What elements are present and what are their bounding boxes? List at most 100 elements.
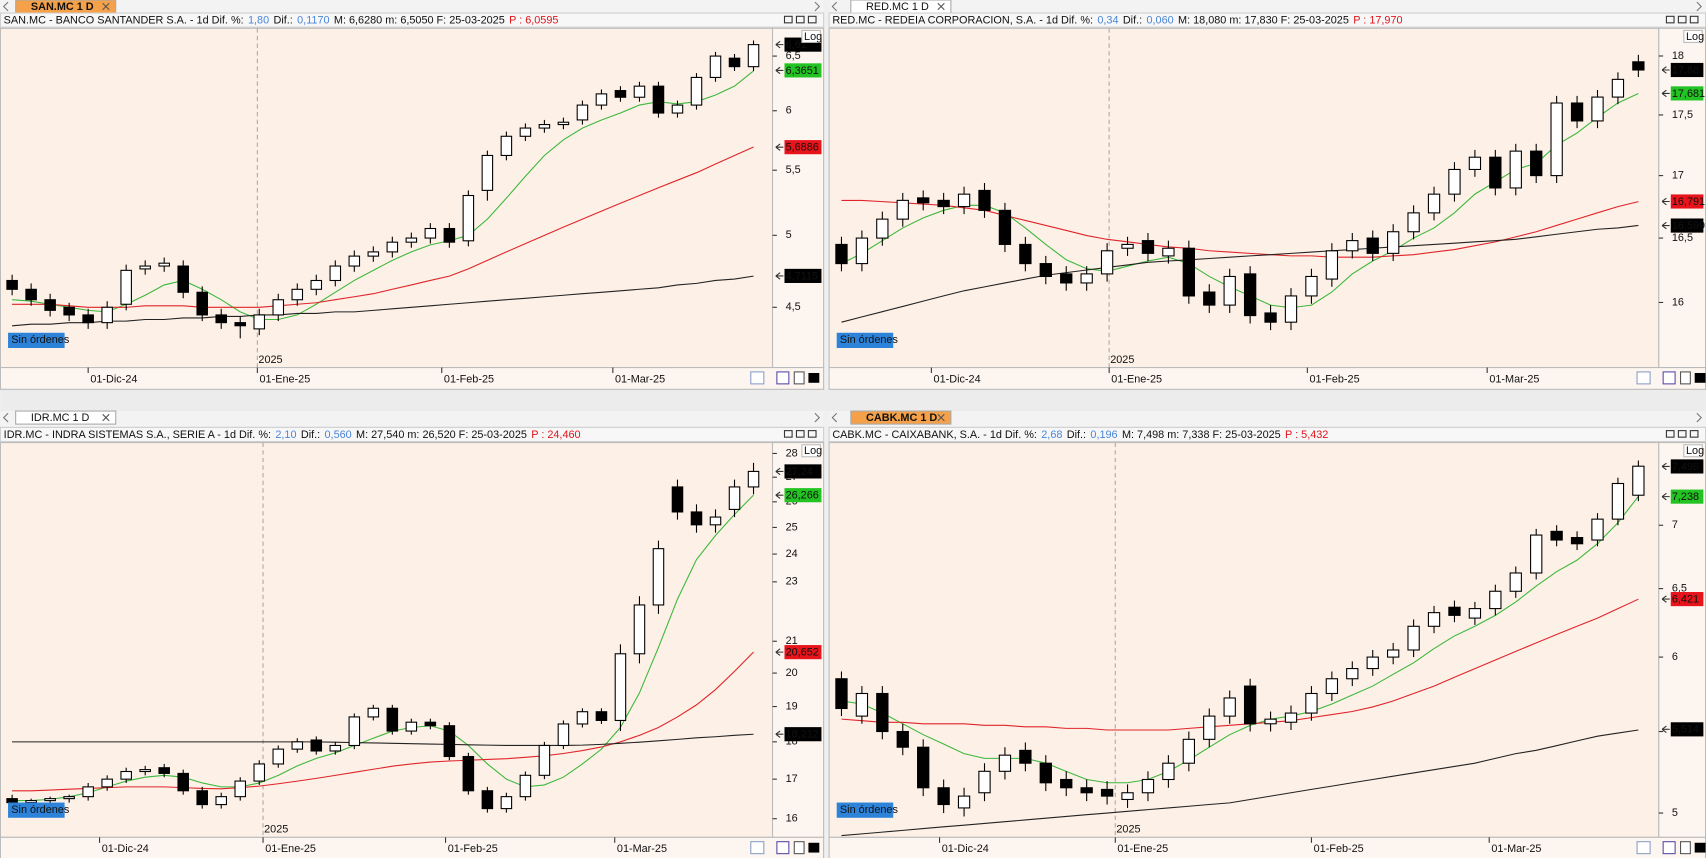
candle-body (329, 744, 342, 752)
candle-body (1284, 295, 1298, 323)
orders-badge[interactable] (836, 802, 894, 818)
window-button[interactable] (795, 430, 805, 438)
candle-body (1203, 291, 1216, 306)
window-button[interactable] (1665, 430, 1675, 438)
log-button[interactable] (801, 29, 821, 43)
tab-scroll-right[interactable] (1696, 1, 1702, 12)
toolbar-icon[interactable] (1636, 841, 1651, 855)
tab-close[interactable] (937, 413, 945, 422)
tab-label: IDR.MC 1 D (31, 412, 90, 424)
toolbar-icon[interactable] (776, 371, 790, 385)
tab[interactable] (15, 410, 117, 425)
tab[interactable] (850, 410, 952, 425)
toolbar-icon[interactable] (750, 841, 765, 855)
price-tag-label: 17,681 (1672, 88, 1705, 100)
window-button[interactable] (1689, 430, 1699, 438)
candle-body (1550, 102, 1563, 177)
plot-area (828, 442, 1660, 838)
toolbar-icon[interactable] (1680, 371, 1691, 385)
toolbar-icon[interactable] (808, 842, 820, 853)
tab-scroll-right[interactable] (1696, 412, 1702, 423)
log-button[interactable] (801, 444, 821, 458)
candle-body (386, 707, 399, 732)
orders-badge[interactable] (8, 802, 65, 818)
candle-body (253, 763, 266, 782)
candle-body (896, 199, 909, 220)
window-button[interactable] (1677, 430, 1687, 438)
header-part: SAN.MC - BANCO SANTANDER S.A. - 1d Dif. … (4, 15, 244, 27)
price-arrow (775, 40, 784, 49)
chart-header (0, 426, 825, 443)
candle-body (500, 796, 513, 810)
window-button[interactable] (1665, 15, 1675, 24)
toolbar-icon[interactable] (1636, 371, 1651, 385)
year-marker-label: 2025 (258, 354, 282, 366)
candle-body (538, 744, 551, 776)
candle-body (424, 227, 437, 239)
toolbar-icon[interactable] (808, 372, 820, 383)
log-button[interactable] (1683, 29, 1703, 43)
window-button[interactable] (1677, 15, 1687, 24)
toolbar-icon[interactable] (1662, 841, 1676, 855)
window-button[interactable] (795, 15, 805, 24)
candle-body (1039, 263, 1052, 278)
tab-scroll-left[interactable] (2, 412, 9, 423)
toolbar-icon[interactable] (793, 841, 805, 855)
toolbar-icon[interactable] (793, 371, 805, 385)
candle-body (500, 135, 513, 156)
candle-body (196, 291, 208, 316)
candle-body (367, 707, 380, 718)
header-part: M: 27,540 m: 26,520 F: 25-03-2025 (356, 429, 527, 441)
chart-header (0, 12, 825, 28)
price-arrow (775, 143, 784, 151)
price-arrow (1661, 197, 1670, 206)
price-tag-label: 18,212 (786, 729, 819, 741)
window-button[interactable] (1689, 15, 1699, 24)
price-tag (784, 645, 822, 660)
candle-body (1264, 718, 1277, 725)
toolbar-icon[interactable] (776, 841, 790, 855)
plot-area (0, 27, 774, 369)
header-part: P : 6,0595 (509, 15, 558, 27)
tab-scroll-right[interactable] (814, 1, 821, 12)
candle-body (1489, 590, 1502, 610)
candle-body (671, 104, 684, 114)
x-tick-label: 01-Dic-24 (942, 843, 989, 855)
header-part: M: 6,6280 m: 6,5050 F: 25-03-2025 (334, 15, 505, 27)
tab-scroll-right[interactable] (814, 412, 821, 423)
y-tick-label: 18 (1672, 50, 1684, 62)
orders-badge[interactable] (836, 332, 894, 348)
candle-body (6, 279, 18, 290)
chart-header-text: CABK.MC - CAIXABANK, S.A. - 1d Dif. %: 2,… (832, 429, 1328, 441)
tab-close[interactable] (937, 2, 945, 11)
orders-badge[interactable] (8, 332, 65, 348)
window-button[interactable] (807, 15, 817, 24)
candle-body (1080, 273, 1093, 284)
tab-scroll-left[interactable] (831, 1, 838, 12)
log-button[interactable] (1683, 444, 1703, 458)
toolbar-icon[interactable] (750, 371, 765, 385)
toolbar-icon[interactable] (1662, 371, 1676, 385)
tab-close[interactable] (102, 413, 110, 422)
toolbar-icon[interactable] (1680, 841, 1691, 855)
tab-scroll-left[interactable] (2, 1, 9, 12)
tab-bar (829, 0, 1706, 12)
toolbar-icon[interactable] (1694, 372, 1706, 383)
candle-body (1060, 778, 1073, 789)
candle-body (1162, 762, 1175, 781)
candle-body (443, 725, 456, 758)
tab-scroll-left[interactable] (831, 412, 838, 423)
candle-body (917, 746, 930, 789)
price-tag-label: 6,3651 (786, 65, 819, 77)
window-button[interactable] (783, 15, 793, 24)
tab-close[interactable] (102, 2, 110, 11)
window-button[interactable] (807, 430, 817, 438)
window-button[interactable] (783, 430, 793, 438)
price-tag-label: 20,652 (786, 647, 819, 659)
price-tag-label: 16,791 (1672, 196, 1705, 208)
candle-body (1223, 697, 1236, 717)
toolbar-icon[interactable] (1694, 842, 1706, 853)
candle-body (101, 306, 113, 324)
candle-body (82, 786, 94, 798)
price-axis (771, 27, 825, 369)
